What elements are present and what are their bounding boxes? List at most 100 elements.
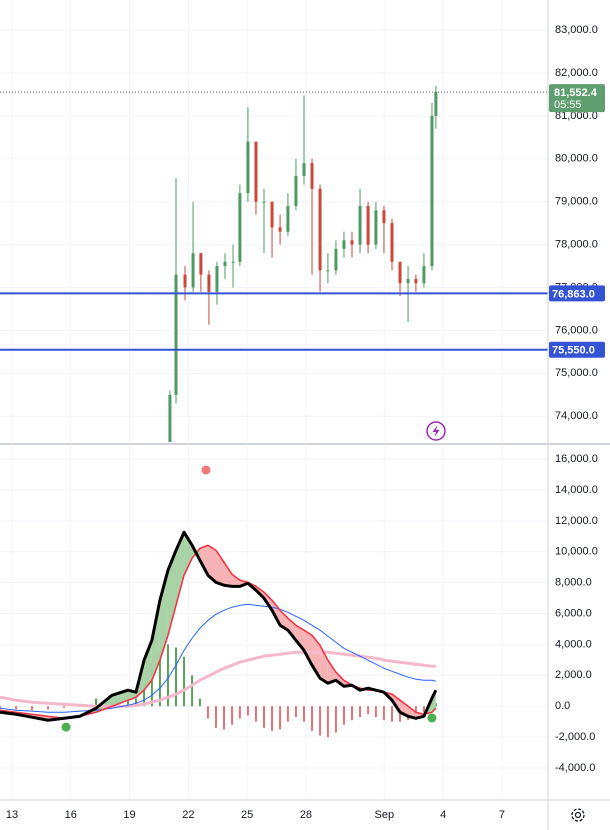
histogram-bar xyxy=(191,675,194,707)
candle-body xyxy=(278,227,282,232)
y-tick-label: 16,000.0 xyxy=(555,453,598,465)
y-tick-label: 79,000.0 xyxy=(555,196,598,208)
candle-body xyxy=(215,266,219,292)
candle-body xyxy=(310,163,314,189)
cross-fill xyxy=(215,550,225,586)
candle-body xyxy=(231,261,235,263)
indicator-line xyxy=(0,603,437,713)
histogram-bar xyxy=(143,683,146,707)
histogram-bar xyxy=(126,696,129,707)
histogram-bar xyxy=(399,706,402,722)
pane-marks xyxy=(0,465,438,738)
y-tick-label: 78,000.0 xyxy=(555,239,598,251)
x-tick-label: 16 xyxy=(65,809,77,821)
histogram-bar xyxy=(263,706,266,728)
cross-fill xyxy=(176,532,185,606)
cross-fill xyxy=(167,550,177,636)
y-tick-label: 75,000.0 xyxy=(555,367,598,379)
y-tick-label: 81,000.0 xyxy=(555,110,598,122)
candle-body xyxy=(434,92,438,116)
level-label: 76,863.0 xyxy=(552,288,595,300)
y-tick-label: 0.0 xyxy=(555,700,570,712)
candle-body xyxy=(382,210,386,224)
candle-body xyxy=(374,210,378,245)
candle-body xyxy=(199,253,203,275)
candle-body xyxy=(422,266,426,284)
indicator-line xyxy=(0,530,438,722)
y-tick-label: 76,000.0 xyxy=(555,324,598,336)
candle-body xyxy=(270,201,274,228)
candle-body xyxy=(430,115,434,267)
histogram-bar xyxy=(166,644,169,707)
histogram-bar xyxy=(150,662,153,707)
histogram-bar xyxy=(223,706,226,730)
histogram-bar xyxy=(351,706,354,721)
cross-fill xyxy=(295,625,304,651)
histogram-bar xyxy=(15,706,18,710)
signal-dot xyxy=(427,713,437,723)
candle-body xyxy=(406,278,410,284)
x-tick-label: Sep xyxy=(375,809,395,821)
level-label-box xyxy=(549,341,605,358)
candle-body xyxy=(318,188,322,271)
candle-body xyxy=(246,141,250,194)
y-tick-label: 80,000.0 xyxy=(555,153,598,165)
y-tick-label: 8,000.0 xyxy=(555,577,592,589)
x-tick-label: 7 xyxy=(499,809,505,821)
signal-dot xyxy=(201,465,211,475)
histogram-bar xyxy=(294,706,297,718)
histogram-bar xyxy=(422,706,425,713)
histogram-bar xyxy=(302,706,305,722)
histogram-bar xyxy=(183,656,186,707)
histogram-bar xyxy=(254,706,257,722)
histogram-bar xyxy=(359,706,362,718)
histogram-bar xyxy=(238,706,241,719)
cross-fill xyxy=(151,600,160,681)
y-tick-label: 82,000.0 xyxy=(555,67,598,79)
y-tick-label: 2,000.0 xyxy=(555,669,592,681)
cross-fill xyxy=(431,690,436,713)
marks-layer xyxy=(0,85,548,738)
y-tick-label: -4,000.0 xyxy=(555,762,595,774)
y-tick-label: 10,000.0 xyxy=(555,546,598,558)
candle-body xyxy=(207,274,211,292)
histogram-bar xyxy=(367,706,370,714)
candle-body xyxy=(168,394,172,442)
candle-body xyxy=(254,141,258,202)
histogram-bar xyxy=(374,706,377,718)
last-price-box xyxy=(549,84,605,113)
histogram-bar xyxy=(47,706,50,710)
candle-body xyxy=(326,270,330,272)
cross-fill xyxy=(327,660,336,684)
candle-body xyxy=(286,205,290,232)
cross-fill xyxy=(303,630,313,666)
histogram-bar xyxy=(286,706,289,722)
histogram-bar xyxy=(135,698,138,707)
y-tick-label: 12,000.0 xyxy=(555,515,598,527)
candle-body xyxy=(358,205,362,245)
candle-body xyxy=(262,201,266,203)
countdown-label: 05:55 xyxy=(554,99,582,111)
histogram-bar xyxy=(279,706,282,730)
histogram-bar xyxy=(198,698,201,707)
histogram-bar xyxy=(319,706,322,736)
labels-layer: 76,863.0 75,550.0 81,552.405:55 xyxy=(549,84,605,358)
candle-body xyxy=(342,240,346,249)
x-tick-label: 4 xyxy=(440,809,446,821)
x-tick-label: 22 xyxy=(182,809,194,821)
candle-body xyxy=(302,163,306,176)
histogram-bar xyxy=(0,706,1,709)
level-label-box xyxy=(549,285,605,302)
histogram-bar xyxy=(30,706,33,711)
last-price-label: 81,552.4 xyxy=(554,87,598,99)
candle-body xyxy=(350,240,354,245)
y-tick-label: -2,000.0 xyxy=(555,731,595,743)
y-tick-label: 83,000.0 xyxy=(555,24,598,36)
histogram-bar xyxy=(271,706,274,731)
alert-icon[interactable] xyxy=(426,421,446,441)
y-tick-label: 4,000.0 xyxy=(555,638,592,650)
histogram-bar xyxy=(342,706,345,725)
candle-body xyxy=(414,278,418,284)
x-tick-label: 25 xyxy=(241,809,253,821)
settings-icon[interactable] xyxy=(571,808,585,822)
